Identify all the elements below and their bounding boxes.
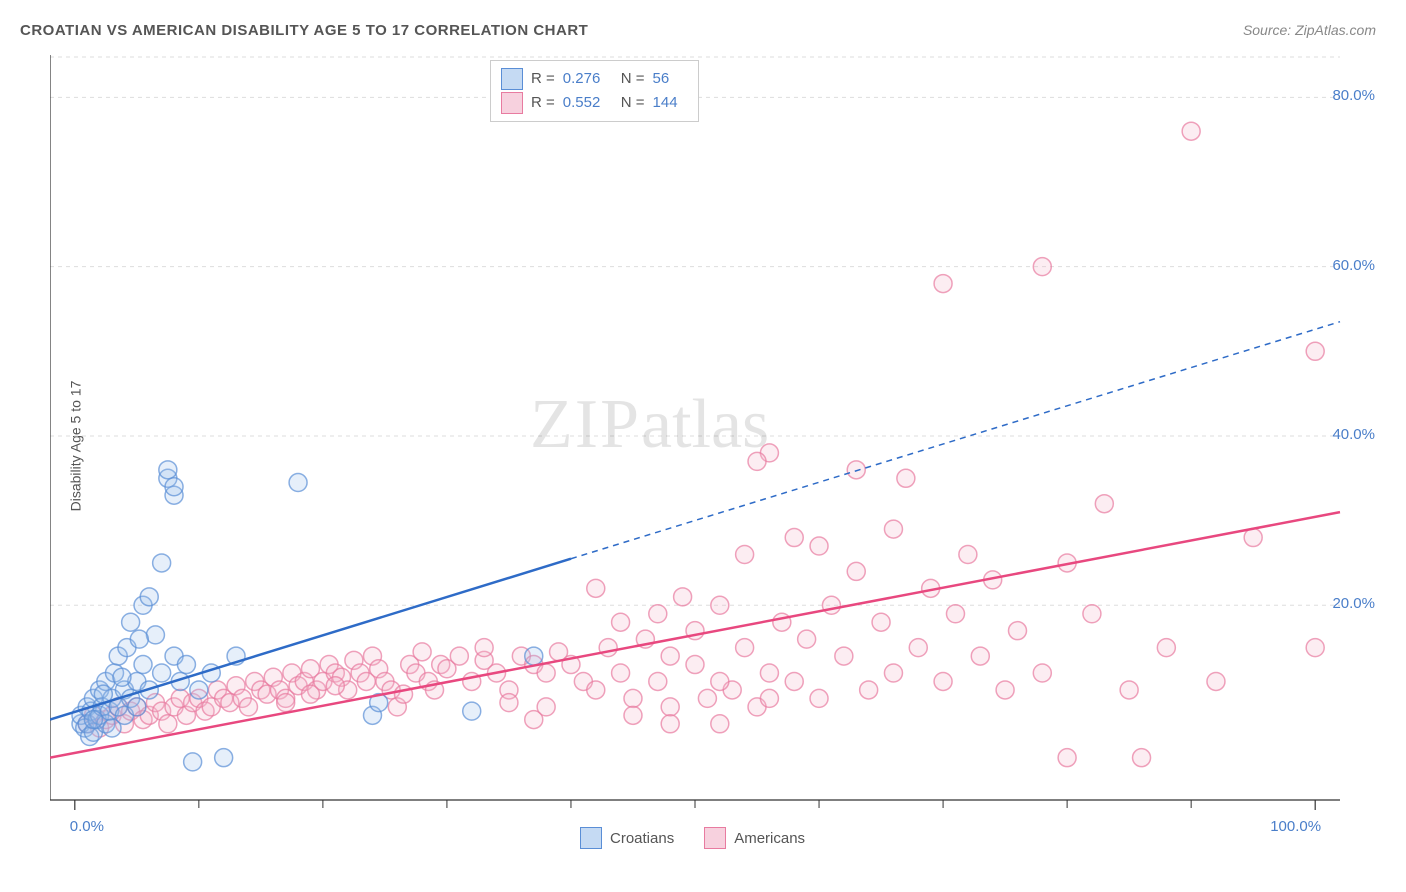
chart-title: CROATIAN VS AMERICAN DISABILITY AGE 5 TO… <box>20 22 588 39</box>
y-tick-label: 80.0% <box>1332 87 1375 104</box>
legend-n-label: N = <box>621 67 645 91</box>
x-tick-label: 100.0% <box>1270 818 1321 835</box>
legend-series-label: Americans <box>734 830 805 847</box>
legend-r-label: R = <box>531 91 555 115</box>
x-tick-label: 0.0% <box>70 818 104 835</box>
legend-r-value: 0.276 <box>563 67 613 91</box>
y-tick-label: 60.0% <box>1332 257 1375 274</box>
legend-r-label: R = <box>531 67 555 91</box>
legend-item: Americans <box>704 827 805 849</box>
y-tick-label: 20.0% <box>1332 595 1375 612</box>
legend-r-value: 0.552 <box>563 91 613 115</box>
legend-swatch <box>501 68 523 90</box>
y-tick-label: 40.0% <box>1332 426 1375 443</box>
legend-n-value: 144 <box>653 91 688 115</box>
legend-swatch <box>704 827 726 849</box>
legend-swatch <box>501 92 523 114</box>
legend-series-label: Croatians <box>610 830 674 847</box>
legend-row: R = 0.276 N = 56 <box>501 67 688 91</box>
legend-row: R = 0.552 N = 144 <box>501 91 688 115</box>
legend-swatch <box>580 827 602 849</box>
correlation-legend: R = 0.276 N = 56 R = 0.552 N = 144 <box>490 60 699 122</box>
scatter-plot-svg <box>50 55 1380 855</box>
legend-n-value: 56 <box>653 67 688 91</box>
chart-area: ZIPatlas R =0.276N =56R =0.552N =144 Cro… <box>50 55 1370 825</box>
legend-n-label: N = <box>621 91 645 115</box>
source-attribution: Source: ZipAtlas.com <box>1243 22 1376 38</box>
legend-item: Croatians <box>580 827 674 849</box>
series-legend: Croatians Americans <box>580 827 805 849</box>
